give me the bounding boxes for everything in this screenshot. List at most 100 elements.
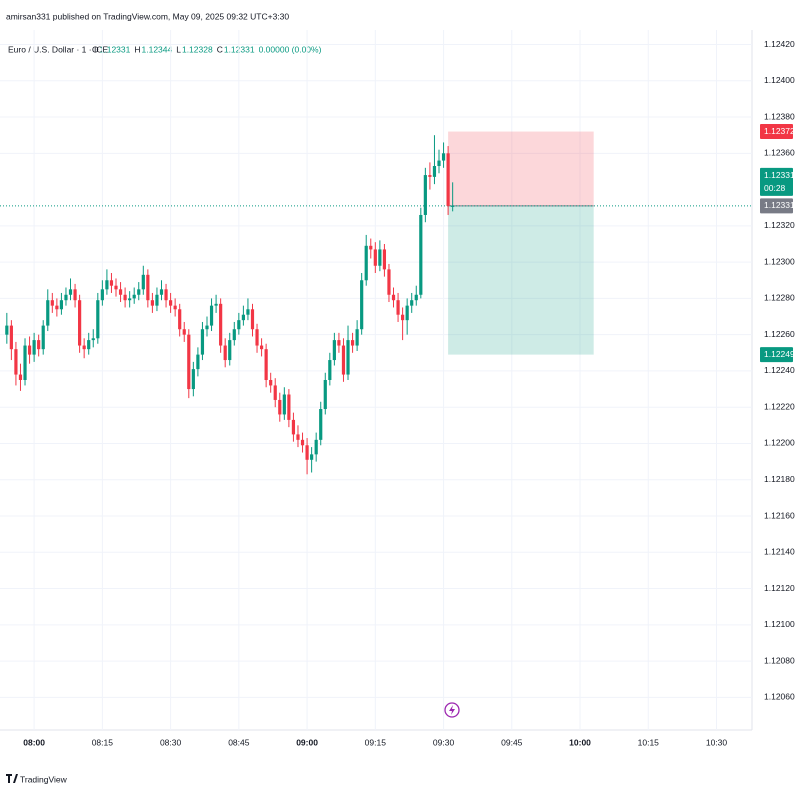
candle-body	[287, 394, 291, 420]
legend-value: 1.12331	[100, 44, 131, 54]
x-tick-label: 10:30	[706, 737, 728, 747]
y-tick-label: 1.12080	[764, 655, 795, 665]
candle-body	[209, 305, 214, 326]
candle-body	[100, 289, 104, 301]
y-tick-label: 1.12120	[764, 583, 795, 593]
x-tick-label: 10:15	[638, 737, 660, 747]
legend-value: 1.12344	[142, 44, 173, 54]
y-tick-label: 1.12260	[764, 329, 795, 339]
candle-body	[141, 274, 145, 290]
y-tick-label: 1.12180	[764, 474, 795, 484]
candle-body	[18, 374, 23, 380]
candle-body	[278, 399, 282, 415]
candle-body	[391, 294, 396, 301]
candle-body	[87, 340, 91, 350]
candle-body	[196, 354, 200, 370]
candle-body	[310, 454, 314, 460]
stop-tag: 1.12372	[764, 126, 795, 136]
candle-body	[446, 153, 450, 206]
candle-body	[82, 345, 86, 350]
candle-body	[246, 309, 250, 315]
candle-body	[273, 385, 277, 400]
symbol: Euro / U.S. Dollar · 1 · ICE	[8, 44, 108, 54]
candle-body	[73, 289, 77, 301]
candle-body	[387, 269, 391, 295]
tradingview-logo	[6, 774, 18, 783]
candle-body	[337, 340, 341, 346]
candle-body	[332, 340, 336, 361]
candle-body	[9, 325, 13, 350]
candle-body	[291, 419, 296, 435]
candle-body	[323, 380, 327, 410]
y-tick-label: 1.12240	[764, 365, 795, 375]
y-tick-label: 1.12280	[764, 293, 795, 303]
x-tick-label: 09:30	[433, 737, 455, 747]
candle-body	[423, 175, 427, 215]
candle-body	[319, 409, 323, 440]
candle-body	[405, 305, 409, 321]
published-line: amirsan331 published on TradingView.com,…	[6, 11, 289, 21]
target-tag-bg	[760, 347, 793, 363]
candle-body	[200, 329, 205, 355]
candle-body	[382, 249, 387, 270]
candle-body	[37, 340, 41, 350]
candle-body	[241, 314, 245, 321]
candle-body	[369, 245, 373, 250]
candle-body	[360, 280, 364, 330]
candle-body	[432, 166, 437, 177]
candle-body	[269, 380, 273, 386]
candle-body	[168, 300, 173, 306]
x-tick-label: 08:15	[92, 737, 114, 747]
lightning-icon	[444, 702, 460, 718]
y-tick-label: 1.12160	[764, 510, 795, 520]
candle-body	[59, 300, 64, 310]
candle-body	[173, 305, 177, 310]
candle-body	[355, 329, 359, 346]
candle-body	[282, 394, 286, 415]
y-tick-label: 1.12220	[764, 401, 795, 411]
legend-key: O	[92, 44, 99, 54]
candle-body	[46, 300, 50, 326]
candle-body	[214, 303, 218, 306]
y-tick-label: 1.12060	[764, 692, 795, 702]
legend-key: C	[217, 44, 223, 54]
candle-body	[314, 439, 318, 455]
x-tick-label: 09:15	[365, 737, 387, 747]
candle-body	[23, 345, 27, 380]
last-price-tag: 1.12331	[764, 170, 795, 180]
candle-body	[14, 349, 18, 375]
candle-body	[155, 294, 159, 306]
candle-body	[146, 274, 150, 301]
y-tick-label: 1.12380	[764, 111, 795, 121]
candle-body	[191, 369, 195, 390]
candle-body	[105, 280, 109, 290]
candle-body	[255, 329, 259, 346]
candle-body	[401, 314, 405, 321]
candle-body	[296, 434, 300, 440]
candle-body	[237, 320, 241, 330]
candle-body	[159, 289, 164, 295]
candle-body	[27, 345, 32, 355]
x-tick-label: 10:00	[569, 737, 591, 747]
entry-tag: 1.12331	[764, 200, 795, 210]
y-tick-label: 1.12300	[764, 256, 795, 266]
candle-body	[364, 245, 368, 281]
y-tick-label: 1.12320	[764, 220, 795, 230]
stop-tag-bg	[760, 124, 793, 140]
candle-body	[78, 300, 82, 346]
candle-body	[123, 294, 127, 301]
candle-body	[300, 439, 305, 446]
candle-body	[187, 334, 191, 390]
candle-body	[109, 280, 114, 286]
candle-body	[137, 289, 141, 295]
legend-key: L	[176, 44, 181, 54]
candle-body	[114, 285, 118, 290]
candle-body	[41, 325, 45, 350]
x-tick-label: 09:45	[501, 737, 523, 747]
candle-body	[419, 214, 423, 295]
candle-body	[232, 329, 236, 341]
candle-body	[373, 249, 377, 266]
candle-body	[205, 325, 209, 330]
entry-tag-bg	[760, 198, 793, 214]
